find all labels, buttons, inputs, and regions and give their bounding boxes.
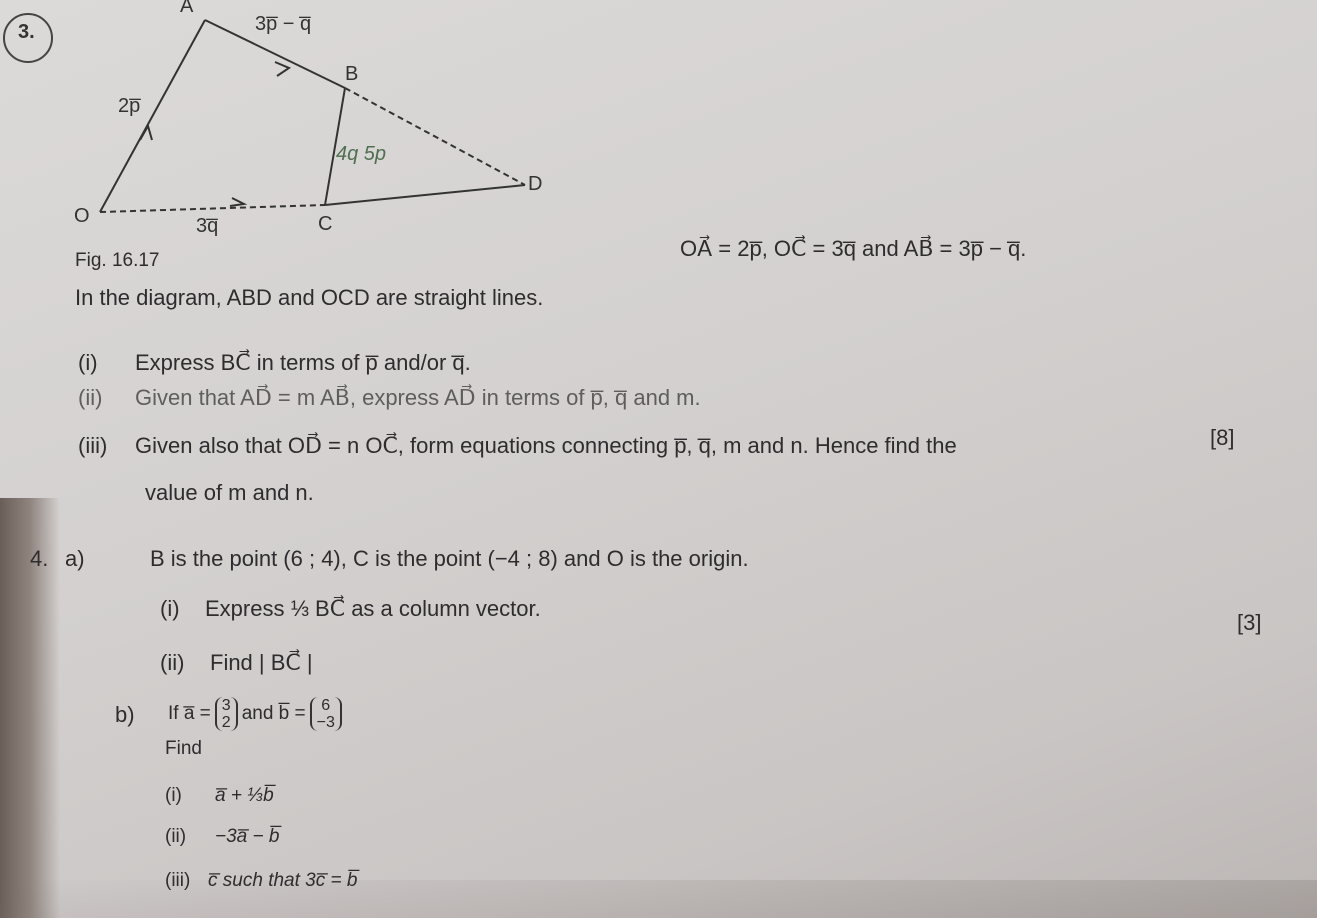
text: If a̅ = (168, 703, 211, 725)
edge-label: 3q̅ (196, 215, 218, 237)
edge-bd (344, 87, 526, 186)
figure: 3. A B C D O 3p̅ − q̅ 2p̅ 3q̅ 4q 5p (3, 0, 542, 237)
point-d: D (528, 173, 542, 195)
part-label: (i) (160, 596, 180, 621)
part-text: B is the point (6 ; 4), C is the point (… (150, 546, 749, 571)
arrows (139, 61, 292, 207)
edge-bc (324, 87, 346, 206)
edge-oc (99, 204, 326, 213)
vector-entry: −3 (316, 714, 335, 731)
marks: [3] (1237, 610, 1262, 635)
part-text: Express ⅓ BC⃗ as a column vector. (205, 596, 541, 621)
vector-entry: 3 (221, 697, 231, 714)
column-vector: 6 −3 (309, 697, 342, 731)
part-label: b) (115, 702, 135, 727)
point-a: A (180, 0, 194, 17)
part-label: (ii) (78, 385, 103, 410)
part-text: value of m and n. (145, 480, 314, 505)
point-c: C (318, 213, 332, 235)
question-stem: In the diagram, ABD and OCD are straight… (75, 285, 544, 310)
vector-entry: 2 (221, 714, 231, 731)
part-text: If a̅ = 3 2 and b̅ = 6 −3 (168, 697, 346, 731)
part-label: (ii) (165, 826, 187, 847)
given: OA⃗ = 2p̅, OC⃗ = 3q̅ and AB⃗ = 3p̅ − q̅. (680, 236, 1027, 261)
part-label: a) (65, 546, 85, 571)
part-label: (ii) (160, 650, 185, 675)
edge-ab (204, 19, 346, 89)
figure-caption: Fig. 16.17 (75, 250, 160, 271)
handwriting: 4q 5p (336, 143, 386, 165)
text: and b̅ = (241, 703, 306, 725)
part-text: −3a̅ − b̅ (215, 826, 280, 847)
part-label: (i) (78, 350, 98, 375)
question-number: 4. (30, 546, 49, 571)
part-text: Given also that OD⃗ = n OC⃗, form equati… (135, 433, 957, 458)
part-text: Find | BC⃗ | (210, 650, 313, 675)
edge-oa (99, 19, 206, 213)
edge-label: 2p̅ (118, 95, 141, 117)
page-edge (0, 498, 60, 918)
marks: [8] (1210, 425, 1235, 450)
part-label: (i) (165, 785, 182, 806)
question-number: 3. (18, 21, 35, 43)
edge-cd (324, 184, 526, 206)
page-fold (0, 880, 1317, 918)
part-text: c̅ such that 3c̅ = b̅ (208, 870, 358, 891)
part-label: (iii) (165, 870, 191, 891)
circle-mark (3, 13, 53, 63)
point-o: O (74, 205, 90, 227)
edge-label: 3p̅ − q̅ (255, 13, 311, 35)
part-label: (iii) (78, 433, 108, 458)
text: Find (165, 738, 202, 759)
part-text: a̅ + ⅓b̅ (215, 785, 274, 806)
part-text: Given that AD⃗ = m AB⃗, express AD⃗ in t… (135, 385, 701, 410)
point-b: B (345, 63, 358, 85)
part-text: Express BC⃗ in terms of p̅ and/or q̅. (135, 350, 471, 375)
vector-entry: 6 (321, 697, 331, 714)
